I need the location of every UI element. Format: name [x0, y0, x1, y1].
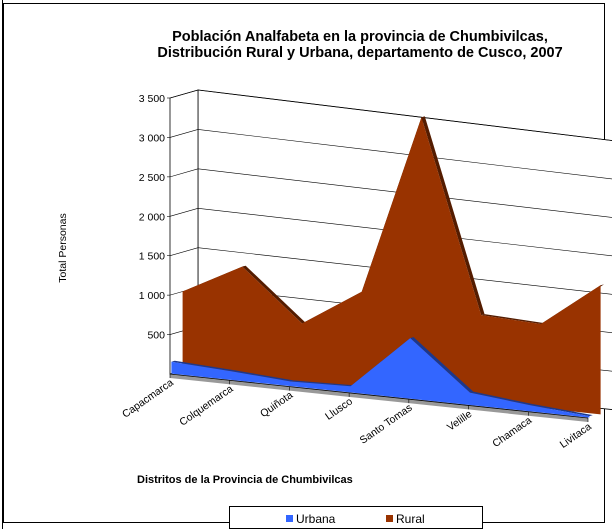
chart-floor: [169, 373, 589, 422]
legend-item-urbana: Urbana: [286, 512, 335, 526]
gridline: [169, 89, 612, 141]
chart-gridlines: [169, 89, 612, 372]
gridline: [169, 207, 612, 257]
x-tick-label: Llusco: [323, 395, 355, 422]
series-ridge: [290, 380, 354, 387]
y-tick-labels: 500 1 000 1 500 2 000 2 500 3 000 3 500: [139, 93, 170, 342]
x-axis-line: [169, 373, 589, 419]
y-tick-label: 500: [147, 330, 165, 342]
x-tick-label: Capacmarca: [120, 377, 176, 421]
legend-label-urbana: Urbana: [296, 512, 336, 526]
frame-left-border: [0, 0, 3, 529]
x-tick-label: Chamaca: [490, 414, 534, 450]
y-axis-label: Total Personas: [57, 213, 69, 283]
x-tick-label: Livitaca: [558, 421, 594, 451]
x-tick-label: Quiñota: [258, 389, 295, 420]
chart-title-line1: Población Analfabeta en la provincia de …: [172, 29, 548, 45]
series-ridge: [529, 404, 593, 417]
gridline: [169, 247, 612, 295]
series-rural: [182, 116, 604, 415]
legend-swatch-urbana: [286, 515, 293, 522]
y-tick-label: 1 000: [139, 290, 165, 302]
chart-series: [171, 116, 604, 418]
series-ridge: [171, 360, 235, 372]
y-tick-label: 3 000: [139, 132, 165, 144]
series-area: [171, 338, 590, 418]
series-ridge: [410, 337, 474, 393]
y-tick-label: 2 000: [139, 211, 165, 223]
chart-title-line2: Distribución Rural y Urbana, departament…: [157, 45, 563, 61]
x-tick-label: Santo Tomas: [358, 402, 415, 447]
legend-swatch-rural: [386, 515, 393, 522]
series-ridge: [421, 116, 485, 316]
series-ridge: [469, 391, 534, 406]
series-ridge: [481, 314, 545, 325]
y-tick-label: 3 500: [139, 93, 165, 105]
legend-label-rural: Rural: [396, 512, 425, 526]
chart-legend: Urbana Rural: [229, 506, 483, 529]
gridline: [169, 129, 612, 180]
y-tick-label: 2 500: [139, 172, 165, 184]
legend-item-rural: Rural: [386, 512, 425, 526]
x-tick-label: Velille: [445, 408, 474, 434]
y-tick-label: 1 500: [139, 251, 165, 263]
gridline: [169, 168, 612, 218]
series-urbana: [171, 337, 593, 418]
series-area: [182, 117, 601, 415]
series-ridge: [231, 370, 295, 382]
floor-edge: [170, 374, 588, 422]
x-tick-label: Colquemarca: [177, 383, 235, 429]
x-axis-label: Distritos de la Provincia de Chumbivilca…: [137, 474, 353, 486]
series-ridge: [242, 265, 306, 324]
chart-title: Población Analfabeta en la provincia de …: [100, 29, 612, 61]
